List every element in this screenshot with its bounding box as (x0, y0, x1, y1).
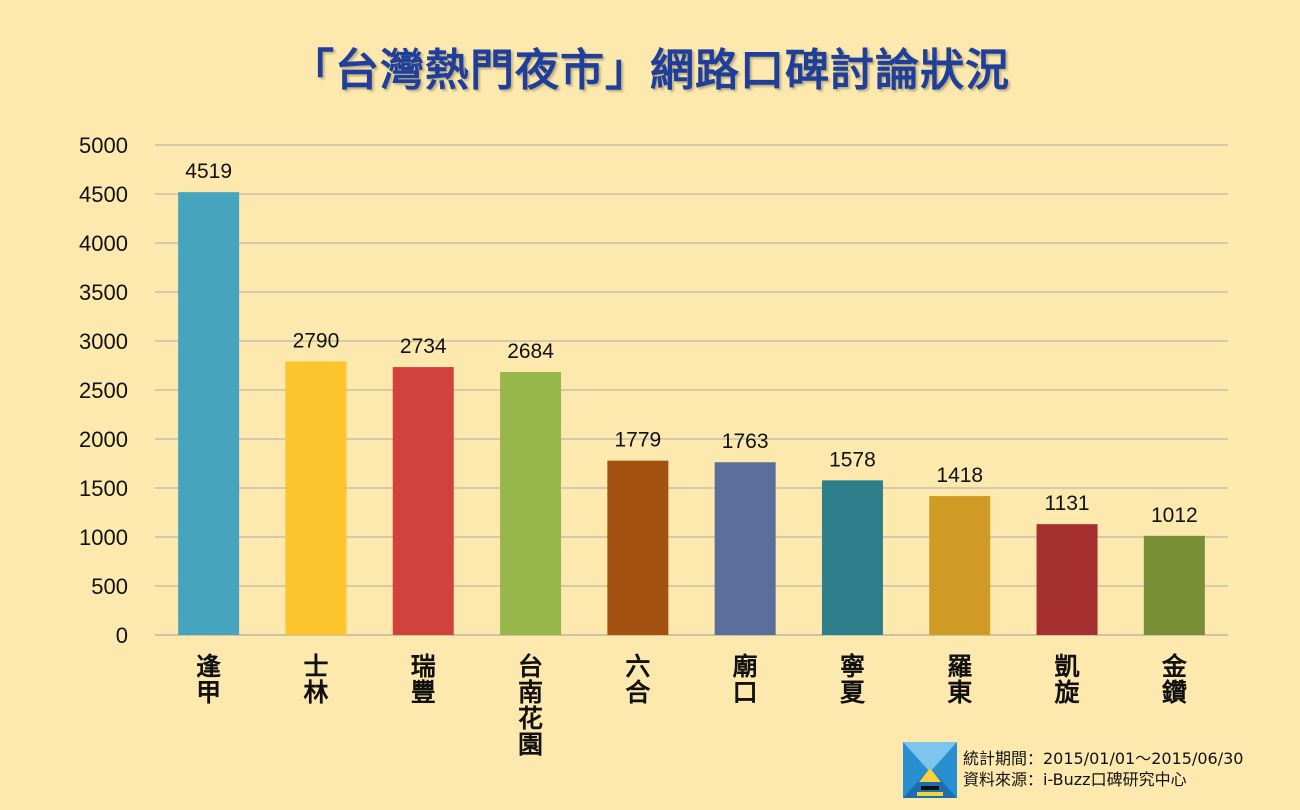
y-tick-label: 500 (91, 574, 128, 599)
bar (821, 480, 883, 635)
y-tick-label: 2500 (79, 378, 128, 403)
data-label: 2734 (400, 335, 447, 358)
y-tick-label: 4500 (79, 182, 128, 207)
y-tick-label: 1000 (79, 525, 128, 550)
y-tick-label: 4000 (79, 231, 128, 256)
x-tick-label: 豐 (411, 678, 436, 707)
ibuzz-logo-icon (903, 742, 957, 798)
chart-title: 「台灣熱門夜市」網路口碑討論狀況 (290, 45, 1010, 96)
data-label: 2684 (507, 340, 554, 363)
x-tick-label: 東 (947, 678, 972, 707)
y-tick-label: 1500 (79, 476, 128, 501)
bar (714, 462, 776, 635)
x-tick-label: 瑞 (411, 652, 436, 681)
bar (392, 367, 454, 635)
y-tick-label: 5000 (79, 133, 128, 158)
y-tick-label: 0 (116, 623, 128, 648)
x-tick-label: 廟 (733, 652, 758, 681)
x-tick-label: 林 (303, 678, 328, 707)
data-label: 1763 (722, 430, 769, 453)
x-tick-label: 南 (518, 678, 543, 707)
y-tick-label: 3500 (79, 280, 128, 305)
bar (929, 496, 991, 635)
x-tick-label: 羅 (947, 652, 972, 681)
footer: 統計期間：2015/01/01～2015/06/30 資料來源：i-Buzz口碑… (903, 742, 1298, 800)
data-label: 1012 (1151, 504, 1198, 527)
x-tick-label: 寧 (840, 652, 865, 681)
bar (285, 361, 347, 635)
data-label: 1578 (829, 448, 876, 471)
x-tick-label: 甲 (196, 678, 221, 707)
data-label: 1131 (1044, 492, 1089, 515)
bar (178, 192, 240, 635)
x-tick-label: 鑽 (1162, 678, 1187, 707)
data-label: 4519 (185, 160, 232, 183)
bar (1143, 535, 1205, 635)
x-tick-label: 六 (625, 652, 650, 681)
bar (500, 371, 562, 635)
x-tick-label: 金 (1161, 652, 1188, 681)
y-tick-label: 3000 (79, 329, 128, 354)
y-tick-label: 2000 (79, 427, 128, 452)
bar (607, 460, 669, 635)
x-tick-label: 逢 (196, 652, 221, 681)
bar (1036, 524, 1098, 635)
data-label: 1779 (614, 429, 661, 452)
x-tick-label: 台 (518, 652, 543, 681)
footer-period: 統計期間：2015/01/01～2015/06/30 (963, 749, 1244, 768)
x-tick-label: 園 (518, 730, 543, 759)
data-label: 1418 (936, 464, 983, 487)
x-tick-label: 士 (303, 652, 328, 681)
footer-source: 資料來源：i-Buzz口碑研究中心 (963, 770, 1187, 789)
x-tick-label: 凱 (1055, 652, 1080, 681)
x-tick-label: 旋 (1055, 678, 1081, 707)
x-tick-label: 花 (518, 704, 543, 733)
x-tick-label: 口 (733, 678, 758, 707)
x-tick-label: 夏 (840, 678, 866, 707)
data-label: 2790 (293, 330, 340, 353)
x-tick-label: 合 (625, 678, 651, 707)
